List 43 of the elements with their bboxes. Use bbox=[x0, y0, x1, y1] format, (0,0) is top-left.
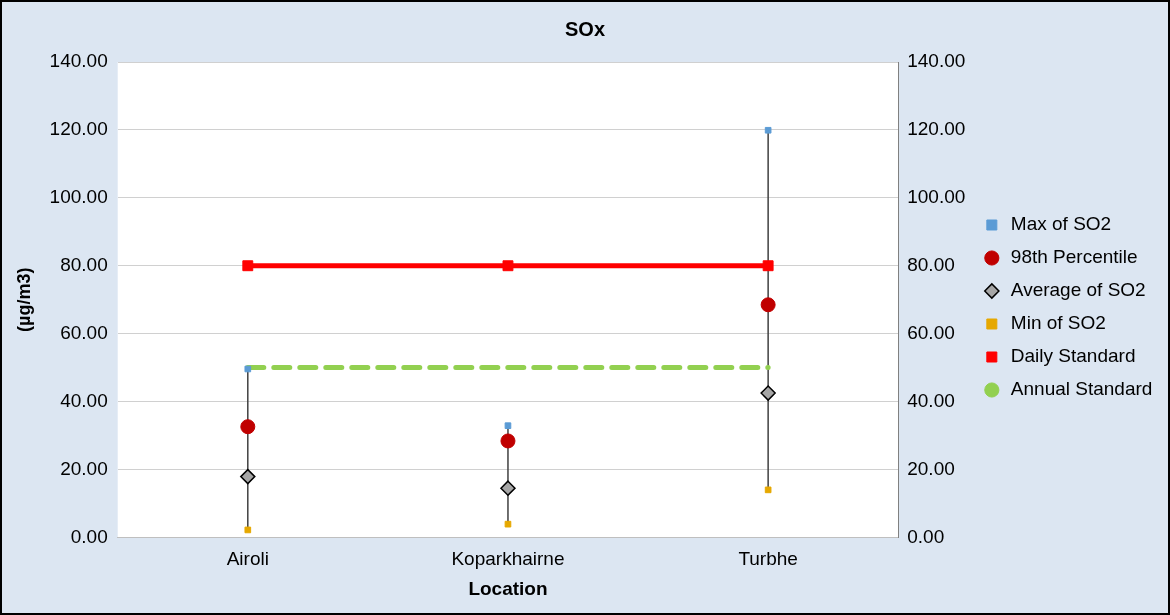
y-tick-label: 40.00 bbox=[60, 389, 108, 411]
point bbox=[504, 520, 512, 528]
y-tick-label: 140.00 bbox=[49, 50, 108, 72]
y-tick-label: 60.00 bbox=[60, 321, 108, 343]
point bbox=[502, 260, 514, 272]
point bbox=[762, 260, 774, 272]
legend-label: Max of SO2 bbox=[1010, 213, 1112, 235]
point bbox=[500, 433, 516, 449]
point bbox=[240, 468, 256, 485]
legend-label: Average of SO2 bbox=[1010, 279, 1146, 301]
x-tick-label: Airoli bbox=[226, 548, 269, 570]
point bbox=[244, 526, 252, 534]
y-tick-label: 100.00 bbox=[49, 186, 108, 208]
y-tick-label: 80.00 bbox=[60, 253, 108, 275]
point bbox=[764, 486, 772, 494]
y2-tick-label: 40.00 bbox=[907, 389, 955, 411]
y-tick-label: 20.00 bbox=[60, 457, 108, 479]
legend-label: Daily Standard bbox=[1010, 345, 1136, 367]
y2-tick-label: 120.00 bbox=[907, 118, 966, 140]
x-tick-label: Koparkhairne bbox=[451, 548, 565, 570]
y2-tick-label: 140.00 bbox=[907, 50, 966, 72]
x-axis-title: Location bbox=[468, 577, 548, 599]
y-tick-label: 0.00 bbox=[70, 525, 108, 547]
point bbox=[760, 297, 776, 313]
y2-tick-label: 20.00 bbox=[907, 457, 955, 479]
point bbox=[240, 419, 256, 435]
chart-title: SOx bbox=[564, 17, 606, 40]
point bbox=[504, 422, 512, 430]
y2-tick-label: 100.00 bbox=[907, 186, 966, 208]
point bbox=[500, 480, 516, 496]
y2-tick-label: 60.00 bbox=[907, 321, 955, 343]
y-axis-title: (µg/m3) bbox=[13, 267, 34, 332]
point bbox=[760, 385, 776, 401]
legend-label: Min of SO2 bbox=[1010, 312, 1106, 334]
point bbox=[242, 260, 254, 272]
legend-label: 98th Percentile bbox=[1010, 246, 1138, 268]
x-tick-label: Turbhe bbox=[738, 548, 798, 570]
point bbox=[244, 365, 252, 373]
legend-label: Annual Standard bbox=[1010, 378, 1153, 400]
y2-tick-label: 80.00 bbox=[907, 253, 955, 275]
y-tick-label: 120.00 bbox=[49, 118, 108, 140]
point bbox=[764, 126, 772, 134]
y2-tick-label: 0.00 bbox=[907, 525, 945, 547]
